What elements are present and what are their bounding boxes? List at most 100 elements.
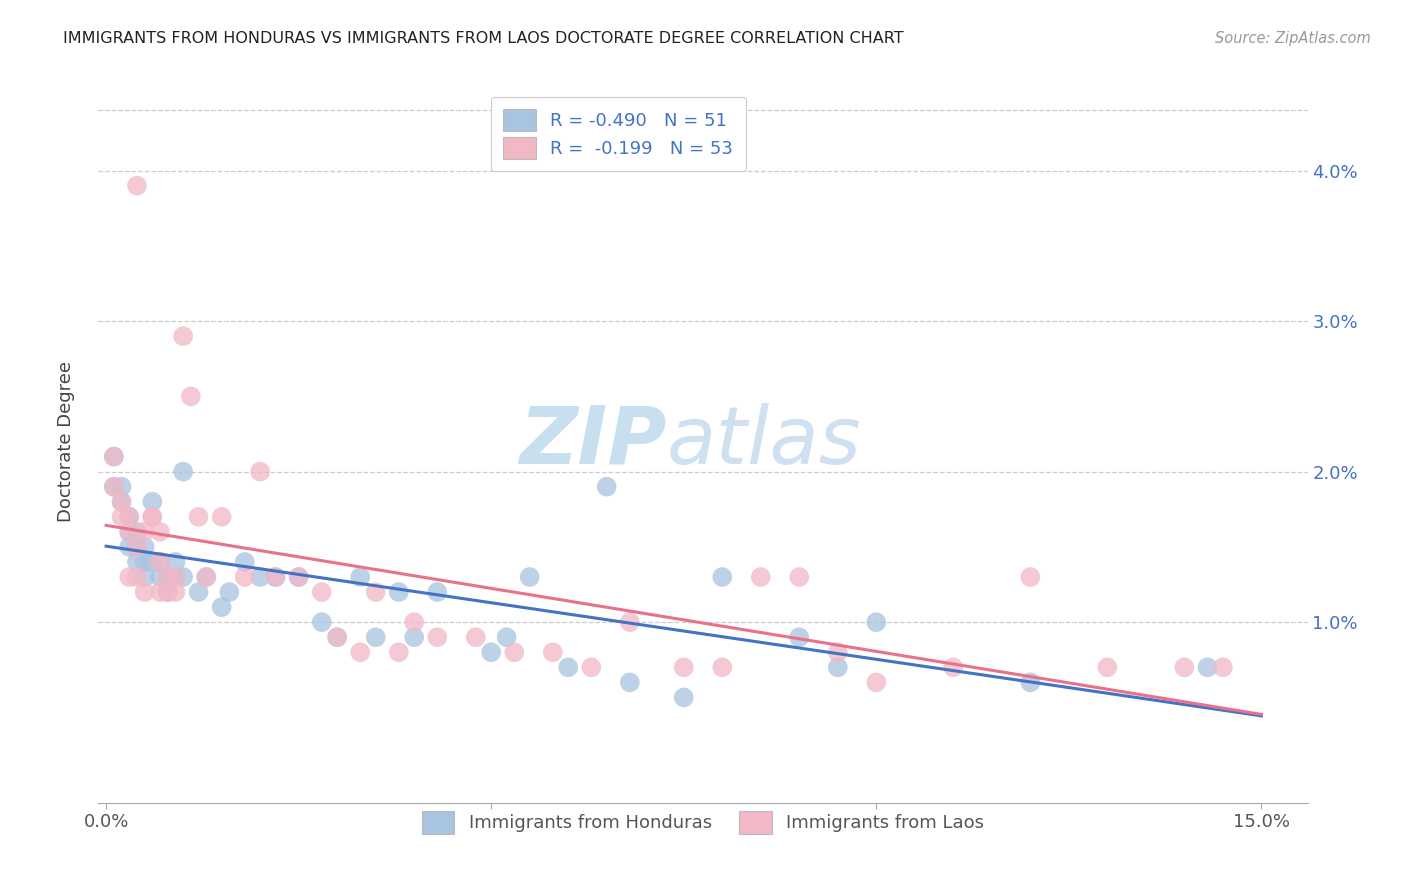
Text: atlas: atlas xyxy=(666,402,862,481)
Point xyxy=(541,645,564,659)
Point xyxy=(103,480,125,494)
Point xyxy=(749,570,772,584)
Point xyxy=(180,389,202,403)
Point xyxy=(125,570,148,584)
Point xyxy=(141,555,163,569)
Point xyxy=(125,178,148,193)
Point xyxy=(134,524,156,539)
Point xyxy=(503,645,526,659)
Text: IMMIGRANTS FROM HONDURAS VS IMMIGRANTS FROM LAOS DOCTORATE DEGREE CORRELATION CH: IMMIGRANTS FROM HONDURAS VS IMMIGRANTS F… xyxy=(63,31,904,46)
Point xyxy=(233,570,256,584)
Point xyxy=(519,570,541,584)
Point xyxy=(149,570,172,584)
Point xyxy=(1212,660,1234,674)
Point xyxy=(134,540,156,554)
Point xyxy=(118,524,141,539)
Point xyxy=(1019,570,1042,584)
Point xyxy=(141,494,163,508)
Point xyxy=(149,555,172,569)
Point xyxy=(326,630,349,644)
Point xyxy=(149,555,172,569)
Point xyxy=(134,570,156,584)
Point xyxy=(211,509,233,524)
Point xyxy=(118,509,141,524)
Point xyxy=(404,615,426,630)
Point xyxy=(596,480,619,494)
Point xyxy=(388,585,411,599)
Point xyxy=(249,465,271,479)
Point xyxy=(479,645,502,659)
Point xyxy=(672,690,695,705)
Point xyxy=(118,509,141,524)
Point xyxy=(195,570,218,584)
Point xyxy=(149,585,172,599)
Point xyxy=(787,630,810,644)
Point xyxy=(165,570,187,584)
Point xyxy=(165,555,187,569)
Point xyxy=(149,524,172,539)
Point xyxy=(134,555,156,569)
Point xyxy=(264,570,287,584)
Point xyxy=(156,570,179,584)
Point xyxy=(711,570,734,584)
Y-axis label: Doctorate Degree: Doctorate Degree xyxy=(56,361,75,522)
Point xyxy=(110,480,132,494)
Text: ZIP: ZIP xyxy=(519,402,666,481)
Point xyxy=(581,660,603,674)
Point xyxy=(364,585,387,599)
Point xyxy=(264,570,287,584)
Point xyxy=(125,524,148,539)
Point xyxy=(311,615,333,630)
Point xyxy=(134,585,156,599)
Point xyxy=(426,630,449,644)
Point xyxy=(827,645,849,659)
Point xyxy=(1097,660,1119,674)
Point xyxy=(125,540,148,554)
Point xyxy=(172,570,194,584)
Point xyxy=(103,450,125,464)
Point xyxy=(172,329,194,343)
Point xyxy=(103,450,125,464)
Point xyxy=(218,585,240,599)
Point xyxy=(619,675,641,690)
Point xyxy=(865,615,887,630)
Point xyxy=(349,570,371,584)
Point xyxy=(103,480,125,494)
Point xyxy=(827,660,849,674)
Point xyxy=(125,540,148,554)
Point xyxy=(287,570,309,584)
Point xyxy=(156,570,179,584)
Point xyxy=(118,524,141,539)
Point xyxy=(404,630,426,644)
Point xyxy=(787,570,810,584)
Point xyxy=(326,630,349,644)
Point xyxy=(865,675,887,690)
Point xyxy=(287,570,309,584)
Point xyxy=(141,509,163,524)
Point xyxy=(1197,660,1219,674)
Point xyxy=(495,630,517,644)
Point xyxy=(233,555,256,569)
Point xyxy=(211,600,233,615)
Point xyxy=(349,645,371,659)
Point xyxy=(110,509,132,524)
Point xyxy=(619,615,641,630)
Point xyxy=(426,585,449,599)
Point xyxy=(187,509,209,524)
Point xyxy=(1019,675,1042,690)
Point xyxy=(156,585,179,599)
Point xyxy=(141,509,163,524)
Point xyxy=(942,660,965,674)
Point xyxy=(110,494,132,508)
Point xyxy=(118,540,141,554)
Point xyxy=(1173,660,1195,674)
Point xyxy=(249,570,271,584)
Point xyxy=(195,570,218,584)
Point xyxy=(311,585,333,599)
Point xyxy=(118,570,141,584)
Point xyxy=(110,494,132,508)
Point xyxy=(125,555,148,569)
Point xyxy=(165,585,187,599)
Point xyxy=(172,465,194,479)
Point xyxy=(711,660,734,674)
